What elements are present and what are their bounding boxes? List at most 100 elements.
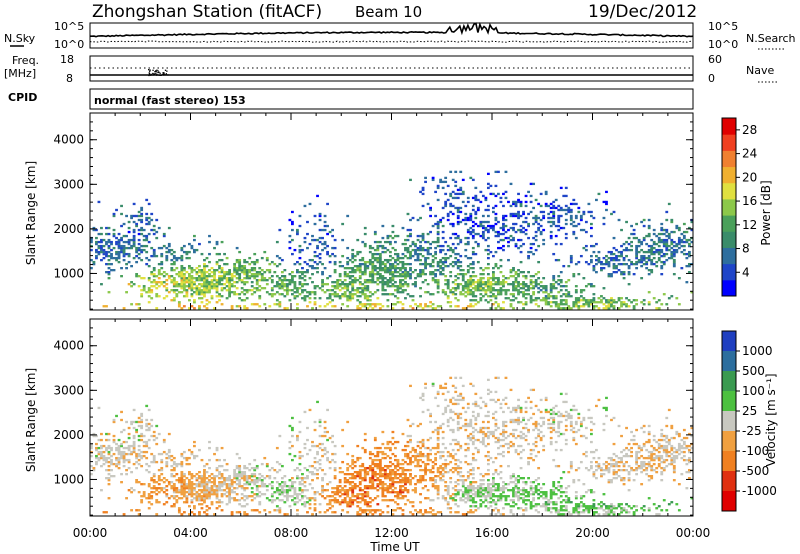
velocity-cell [388,464,392,468]
power-cell [190,266,194,270]
power-cell [441,256,445,260]
power-cell [394,271,397,274]
power-cell [348,277,352,280]
power-cell [371,273,375,276]
power-cell [466,196,470,200]
velocity-cell [218,499,221,502]
power-cell [190,271,194,274]
velocity-cell [115,462,118,466]
power-cell [527,285,530,288]
velocity-cell [409,384,412,388]
power-cell [363,242,367,246]
power-cell [582,212,586,216]
power-cell [607,305,611,308]
velocity-cell [218,458,221,462]
power-cell [208,260,211,264]
power-cell [444,252,448,256]
power-cell [358,283,362,286]
power-cell [620,228,623,232]
power-cell [439,178,443,182]
power-cell [625,262,628,266]
power-cell [107,246,111,250]
velocity-cell [378,464,382,468]
power-cell [376,297,380,300]
velocity-cell [283,491,287,494]
power-cell [333,293,337,296]
power-cell [175,285,179,288]
velocity-cell [130,444,134,448]
power-cell [532,291,536,294]
power-cell [587,299,591,302]
power-cell [187,307,191,310]
power-cell [371,281,375,284]
velocity-cell [386,440,390,444]
velocity-cell [338,479,342,482]
power-cell [682,244,686,248]
velocity-cell [444,470,448,474]
power-cell [502,279,505,282]
power-cell [537,222,541,226]
power-cell [494,277,498,280]
power-cell [436,291,440,294]
power-cell [414,258,417,262]
power-cell [607,273,611,276]
power-cell [115,258,118,262]
power-cell [296,260,299,264]
velocity-cell [441,475,445,478]
power-cell [554,303,558,306]
velocity-cell [195,485,199,488]
power-cell [399,291,402,294]
velocity-cell [278,507,282,510]
power-cell [205,287,209,290]
velocity-cell [268,483,272,486]
nave-tick-high: 60 [708,53,722,66]
power-cell [522,307,525,310]
velocity-cell [366,472,370,476]
power-cell [489,283,493,286]
velocity-cell [130,452,134,456]
velocity-cell [298,468,302,472]
velocity-cell [409,462,412,466]
velocity-cell [308,497,312,500]
power-cell [529,242,533,246]
velocity-cell [245,497,249,500]
velocity-cell [373,497,377,500]
power-cell [175,295,179,298]
power-cell [595,254,598,258]
velocity-cell [361,509,365,512]
velocity-cell [185,497,189,500]
power-cell [667,236,671,240]
power-cell [414,269,417,272]
power-cell [293,295,297,298]
power-cell [424,258,427,262]
power-cell [291,279,294,282]
power-cell [105,262,108,266]
velocity-cell [376,483,380,486]
velocity-cell [394,491,397,494]
power-cell [416,258,420,262]
power-cell [502,283,505,286]
power-cell [640,260,644,264]
power-cell [220,240,224,244]
velocity-cell [291,495,294,498]
power-cell [283,295,287,298]
velocity-cell [175,491,179,494]
power-cell [426,232,430,236]
power-cell [444,204,448,208]
velocity-cell [296,466,299,470]
nave-dot [157,71,159,74]
power-cell [298,248,302,252]
power-cell [351,295,355,298]
power-cell [502,214,505,218]
power-cell [577,301,581,304]
power-cell [466,256,470,260]
power-cell [635,246,639,250]
power-cell [225,285,229,288]
velocity-cell [258,485,262,488]
power-cell [622,256,626,260]
velocity-cell [245,487,249,490]
power-cell [574,202,578,206]
power-cell [489,226,493,230]
power-cell [396,289,400,292]
velocity-cell [441,422,445,426]
